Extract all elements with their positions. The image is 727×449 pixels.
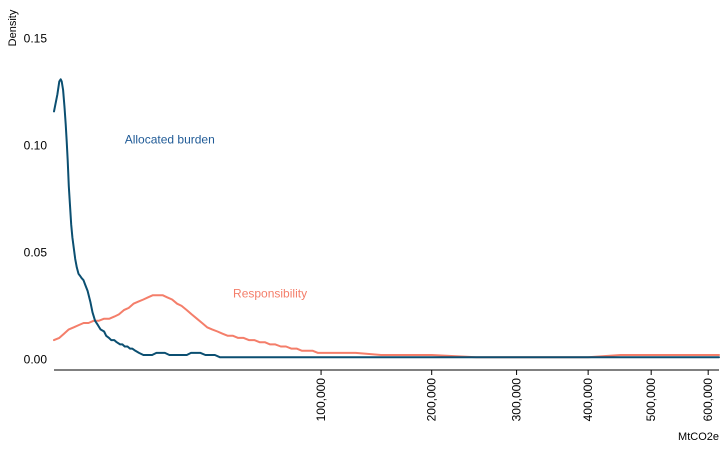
x-tick-label: 500,000 <box>644 378 658 422</box>
series-line-allocated-burden <box>53 78 720 359</box>
x-tick-label: 300,000 <box>510 378 524 422</box>
series-label: Allocated burden <box>125 132 215 146</box>
x-tick-label: 600,000 <box>701 378 715 422</box>
y-tick-label: 0.10 <box>24 139 48 153</box>
x-tick-label: 200,000 <box>425 378 439 422</box>
y-tick-label: 0.15 <box>24 32 48 46</box>
y-tick-labels: 0.00 0.05 0.10 0.15 <box>24 32 48 367</box>
x-ticks: 100,000 200,000 300,000 400,000 500,000 600,0… <box>314 370 715 421</box>
series-label: Responsibility <box>233 286 307 300</box>
x-tick-label: 100,000 <box>314 378 328 422</box>
x-axis-title: MtCO2e <box>678 431 719 443</box>
x-tick-label: 400,000 <box>581 378 595 422</box>
series-lines <box>53 78 720 359</box>
series-annotations: Allocated burden Responsibility <box>125 132 307 300</box>
y-tick-label: 0.05 <box>24 245 48 259</box>
y-axis-title: Density <box>7 9 19 46</box>
y-tick-label: 0.00 <box>24 352 48 366</box>
series-line-responsibility <box>53 294 720 359</box>
